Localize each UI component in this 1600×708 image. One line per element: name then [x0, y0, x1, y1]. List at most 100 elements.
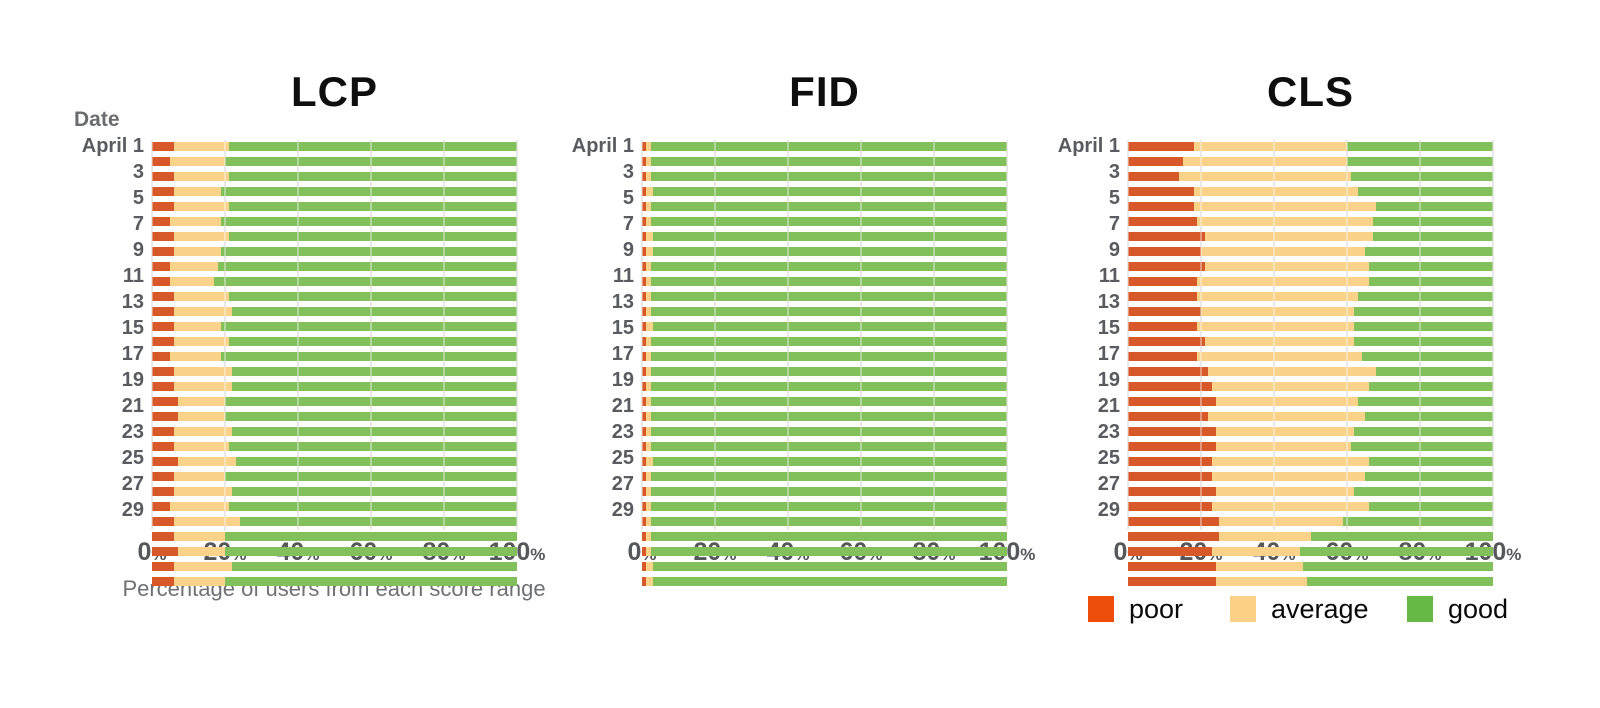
bar-segment-poor	[642, 262, 646, 271]
bar-segment-poor	[1128, 292, 1198, 301]
bar-segment-good	[214, 277, 517, 286]
stacked-bar	[152, 472, 517, 481]
bar-segment-average	[1211, 547, 1300, 556]
legend-label-good: good	[1448, 594, 1509, 624]
bar-segment-good	[1365, 472, 1493, 481]
bar-row	[1128, 187, 1493, 200]
bar-segment-poor	[1128, 352, 1198, 361]
bar-segment-good	[651, 337, 1007, 346]
bar-segment-poor	[152, 307, 174, 316]
bar-segment-poor	[642, 307, 646, 316]
bar-row	[642, 472, 1007, 485]
bar-segment-good	[1306, 577, 1493, 586]
stacked-bar	[642, 367, 1007, 376]
bar-row	[642, 247, 1007, 260]
bar-segment-poor	[642, 412, 646, 421]
y-tick-label: 19	[1097, 369, 1120, 391]
bar-segment-poor	[1128, 382, 1212, 391]
bar-row	[1128, 517, 1493, 530]
bar-segment-average	[645, 502, 652, 511]
bar-segment-good	[1357, 397, 1493, 406]
bar-segment-good	[1354, 427, 1493, 436]
stacked-bar	[1128, 247, 1493, 256]
bar-row	[152, 532, 517, 545]
bar-segment-poor	[152, 247, 174, 256]
bar-segment-average	[173, 382, 233, 391]
stacked-bar	[1128, 202, 1493, 211]
y-tick-label: April 1	[1057, 135, 1120, 157]
bar-segment-average	[645, 442, 652, 451]
bar-segment-average	[173, 247, 222, 256]
chart-title-cls: CLS	[1267, 68, 1354, 115]
bar-row	[152, 292, 517, 305]
y-tick-label: 19	[121, 369, 144, 391]
bar-row	[642, 367, 1007, 380]
bar-segment-average	[1204, 232, 1373, 241]
bar-segment-poor	[642, 352, 646, 361]
bar-segment-poor	[152, 322, 174, 331]
y-tick-label: April 1	[81, 135, 144, 157]
bar-segment-good	[652, 187, 1007, 196]
stacked-bar	[1128, 472, 1493, 481]
y-tick-label: 17	[1097, 343, 1120, 365]
bar-segment-good	[221, 187, 517, 196]
stacked-bar	[1128, 217, 1493, 226]
bar-segment-poor	[152, 352, 171, 361]
gridline-overlay	[860, 140, 862, 530]
bar-segment-good	[651, 487, 1007, 496]
gridline	[1127, 140, 1129, 530]
gridline	[787, 140, 789, 530]
bar-segment-poor	[152, 367, 174, 376]
stacked-bar	[152, 217, 517, 226]
y-tick-label: 9	[132, 239, 144, 261]
bar-segment-average	[173, 442, 229, 451]
bar-row	[1128, 322, 1493, 335]
bar-segment-poor	[152, 172, 174, 181]
bar-segment-good	[651, 292, 1007, 301]
bar-segment-good	[651, 502, 1007, 511]
bar-segment-average	[645, 367, 652, 376]
bar-segment-average	[1215, 397, 1358, 406]
bar-segment-average	[170, 157, 225, 166]
bar-row	[152, 397, 517, 410]
stacked-bar	[642, 142, 1007, 151]
bar-segment-poor	[642, 187, 646, 196]
bar-segment-good	[228, 442, 517, 451]
bar-row	[1128, 472, 1493, 485]
bar-segment-good	[1354, 307, 1493, 316]
bar-segment-average	[173, 367, 233, 376]
bar-row	[1128, 277, 1493, 290]
bar-segment-poor	[1128, 562, 1216, 571]
bar-row	[1128, 157, 1493, 170]
bar-row	[642, 187, 1007, 200]
bar-row	[152, 457, 517, 470]
bar-segment-poor	[642, 457, 646, 466]
stacked-bar	[1128, 427, 1493, 436]
bar-segment-good	[651, 157, 1007, 166]
bar-row	[642, 427, 1007, 440]
bar-segment-poor	[642, 472, 646, 481]
bar-segment-poor	[152, 427, 174, 436]
bar-segment-average	[645, 187, 653, 196]
bar-segment-poor	[152, 337, 174, 346]
y-tick-label: 3	[132, 161, 144, 183]
bar-row	[642, 157, 1007, 170]
stacked-bar	[1128, 307, 1493, 316]
bar-segment-average	[645, 157, 652, 166]
gridline-overlay	[1492, 140, 1494, 530]
stacked-bar	[152, 457, 517, 466]
stacked-bar	[152, 247, 517, 256]
bar-segment-average	[1201, 307, 1355, 316]
bar-row	[152, 562, 517, 575]
plot-area-lcp	[151, 140, 518, 586]
bar-segment-good	[651, 412, 1007, 421]
stacked-bar	[642, 457, 1007, 466]
legend-item-good: good	[1407, 594, 1509, 624]
bar-segment-poor	[152, 562, 174, 571]
bar-row	[1128, 547, 1493, 560]
y-tick-label: 17	[611, 343, 634, 365]
stacked-bar	[642, 562, 1007, 571]
stacked-bar	[642, 517, 1007, 526]
bar-row	[152, 202, 517, 215]
